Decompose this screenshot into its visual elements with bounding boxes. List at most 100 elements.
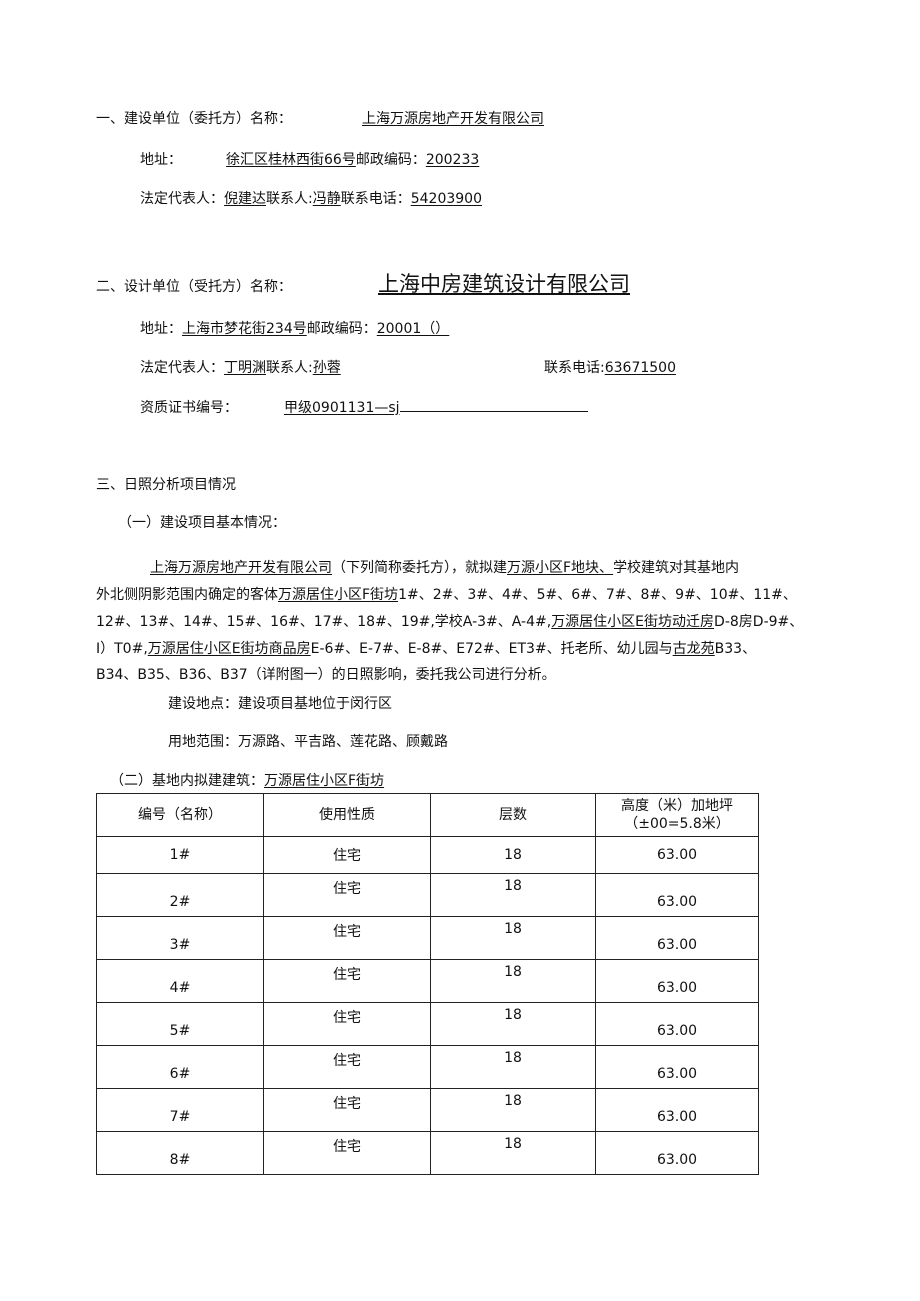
blank-underline (399, 397, 588, 412)
table-row: 2# 住宅 18 63.00 (96, 873, 759, 917)
client-company: 上海万源房地产开发有限公司 (362, 111, 544, 127)
underlined-text: 上海万源房地产开发有限公司 (150, 560, 332, 576)
subsection2-line: （二）基地内拟建建筑：万源居住小区F街坊 (110, 771, 384, 791)
use-type: 住宅 (263, 959, 431, 1003)
use-type: 住宅 (263, 1088, 431, 1132)
designer-company: 上海中房建筑设计有限公司 (378, 272, 630, 296)
header-use: 使用性质 (263, 793, 431, 837)
table-row: 4# 住宅 18 63.00 (96, 959, 759, 1003)
floor-count: 18 (430, 1131, 596, 1175)
client-rep: 倪建达 (224, 191, 266, 207)
building-id: 3# (96, 916, 264, 960)
client-postcode: 200233 (425, 152, 480, 168)
floor-count: 18 (430, 1088, 596, 1132)
building-id: 7# (96, 1088, 264, 1132)
section1-line: 一、建设单位（委托方）名称： 上海万源房地产开发有限公司 (96, 109, 544, 129)
building-id: 5# (96, 1002, 264, 1046)
designer-address: 上海市梦花街234号 (182, 321, 307, 337)
floor-count: 18 (430, 836, 596, 874)
text-segment: 1#、2#、3#、4#、5#、6#、7#、8#、9#、10#、11#、 (398, 587, 797, 603)
client-address: 徐汇区桂林西街66号 (226, 152, 356, 168)
underlined-text: 古龙苑 (672, 641, 715, 657)
height: 63.00 (595, 916, 759, 960)
section2-line: 二、设计单位（受托方）名称： 上海中房建筑设计有限公司 (96, 272, 630, 299)
designer-phone: 63671500 (604, 360, 676, 376)
height: 63.00 (595, 1002, 759, 1046)
building-id: 8# (96, 1131, 264, 1175)
height: 63.00 (595, 1045, 759, 1089)
phone-label: 联系电话： (340, 191, 411, 207)
underlined-text: 万源小区F地块、 (507, 560, 614, 576)
use-type: 住宅 (263, 916, 431, 960)
use-type: 住宅 (263, 1131, 431, 1175)
text-segment: 学校建筑对其基地内 (613, 560, 740, 576)
building-table: 编号（名称） 使用性质 层数 高度（米）加地坪（±00=5.8米） 1# 住宅 18… (96, 793, 759, 1175)
client-contact: 冯静 (312, 191, 341, 207)
address-label: 地址： (140, 152, 182, 168)
underlined-text: 万源居住小区E街坊动迁房 (551, 614, 715, 630)
cert-line: 资质证书编号： 甲级0901131—sj (140, 397, 588, 418)
paragraph-line: 上海万源房地产开发有限公司（下列简称委托方），就拟建万源小区F地块、学校建筑对其… (150, 558, 739, 578)
header-floors: 层数 (430, 793, 596, 837)
paragraph-line: I）T0#,万源居住小区E街坊商品房E-6#、E-7#、E-8#、E72#、ET… (96, 639, 756, 659)
subsection2-value: 万源居住小区F街坊 (264, 773, 385, 789)
table-row: 7# 住宅 18 63.00 (96, 1088, 759, 1132)
designer-address-line: 地址：上海市梦花街234号邮政编码：20001（） (140, 319, 449, 339)
contact-label: 联系人: (266, 360, 313, 376)
height: 63.00 (595, 873, 759, 917)
floor-count: 18 (430, 1045, 596, 1089)
table-header-row: 编号（名称） 使用性质 层数 高度（米）加地坪（±00=5.8米） (96, 793, 759, 837)
designer-rep-line: 法定代表人：丁明渊联系人:孙蓉 (140, 358, 341, 378)
paragraph-line: 外北侧阴影范围内确定的客体万源居住小区F街坊1#、2#、3#、4#、5#、6#、… (96, 585, 797, 605)
floor-count: 18 (430, 959, 596, 1003)
designer-contact: 孙蓉 (312, 360, 341, 376)
text-segment: D-8房D-9#、 (714, 614, 804, 630)
text-segment: 外北侧阴影范围内确定的客体 (96, 587, 278, 603)
floor-count: 18 (430, 916, 596, 960)
contact-label: 联系人: (266, 191, 313, 207)
height: 63.00 (595, 1088, 759, 1132)
rep-label: 法定代表人： (140, 191, 224, 207)
text-segment: （下列简称委托方），就拟建 (332, 560, 507, 576)
designer-rep: 丁明渊 (224, 360, 266, 376)
height: 63.00 (595, 959, 759, 1003)
section3-heading: 三、日照分析项目情况 (96, 477, 236, 493)
text-segment: B34、B35、B36、B37（详附图一）的日照影响，委托我公司进行分析。 (96, 667, 556, 683)
height: 63.00 (595, 836, 759, 874)
use-type: 住宅 (263, 1045, 431, 1089)
postcode-label: 邮政编码： (355, 152, 426, 168)
table-row: 3# 住宅 18 63.00 (96, 916, 759, 960)
designer-postcode: 20001（） (376, 321, 450, 337)
floor-count: 18 (430, 1002, 596, 1046)
building-id: 6# (96, 1045, 264, 1089)
location-text: 建设地点：建设项目基地位于闵行区 (168, 696, 392, 712)
phone-label: 联系电话: (544, 360, 605, 376)
building-id: 1# (96, 836, 264, 874)
postcode-label: 邮政编码： (306, 321, 377, 337)
client-address-line: 地址： 徐汇区桂林西街66号邮政编码：200233 (140, 150, 479, 170)
text-segment: 12#、13#、14#、15#、16#、17#、18#、19#,学校A-3#、A… (96, 614, 552, 630)
table-row: 1# 住宅 18 63.00 (96, 836, 759, 874)
cert-number: 甲级0901131—sj (284, 400, 400, 416)
paragraph-line: 12#、13#、14#、15#、16#、17#、18#、19#,学校A-3#、A… (96, 612, 803, 632)
client-rep-line: 法定代表人：倪建达联系人:冯静联系电话：54203900 (140, 189, 482, 209)
floor-count: 18 (430, 873, 596, 917)
paragraph-line: B34、B35、B36、B37（详附图一）的日照影响，委托我公司进行分析。 (96, 665, 556, 685)
land-range-text: 用地范围：万源路、平吉路、莲花路、顾戴路 (168, 734, 448, 750)
table-row: 8# 住宅 18 63.00 (96, 1131, 759, 1175)
table-row: 6# 住宅 18 63.00 (96, 1045, 759, 1089)
subsection2-heading: （二）基地内拟建建筑： (110, 773, 264, 789)
underlined-text: 万源居住小区F街坊 (278, 587, 399, 603)
building-id: 4# (96, 959, 264, 1003)
section1-heading: 一、建设单位（委托方）名称： (96, 111, 292, 127)
text-segment: B33、 (714, 641, 757, 657)
rep-label: 法定代表人： (140, 360, 224, 376)
section2-heading: 二、设计单位（受托方）名称： (96, 279, 292, 295)
use-type: 住宅 (263, 1002, 431, 1046)
header-id: 编号（名称） (96, 793, 264, 837)
use-type: 住宅 (263, 836, 431, 874)
subsection1-heading: （一）建设项目基本情况： (118, 515, 286, 531)
height: 63.00 (595, 1131, 759, 1175)
underlined-text: 万源居住小区E街坊商品房 (147, 641, 311, 657)
header-height: 高度（米）加地坪（±00=5.8米） (595, 793, 759, 837)
